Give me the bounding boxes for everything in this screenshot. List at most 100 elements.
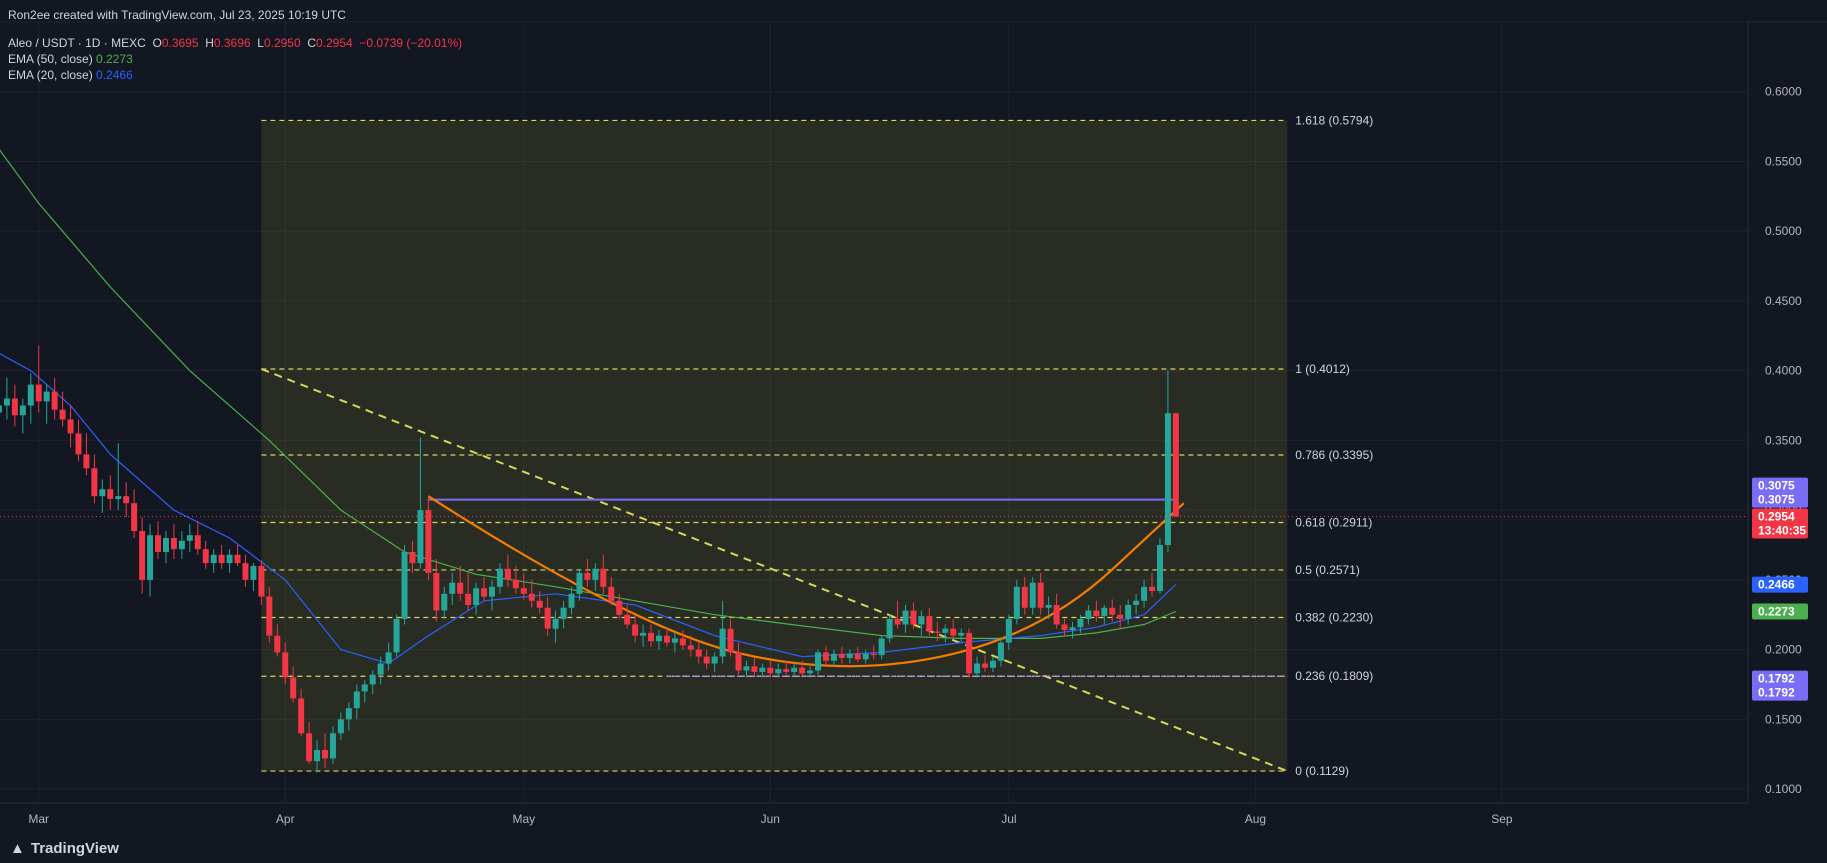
candle-body bbox=[3, 398, 10, 406]
candle-up bbox=[488, 579, 495, 611]
candle-down bbox=[123, 482, 130, 518]
candle-body bbox=[1117, 614, 1124, 619]
candle-down bbox=[306, 722, 313, 764]
candle-up bbox=[401, 544, 408, 625]
candle-down bbox=[1061, 618, 1068, 636]
candle-body bbox=[584, 572, 591, 580]
time-tick-label: May bbox=[512, 812, 535, 826]
candle-body bbox=[846, 653, 853, 658]
candle-body bbox=[679, 638, 686, 646]
candle-up bbox=[791, 663, 798, 678]
tradingview-logo[interactable]: ▲ TradingView bbox=[10, 840, 119, 857]
candle-up bbox=[1029, 577, 1036, 615]
candle-body bbox=[1029, 582, 1036, 608]
candle-body bbox=[1149, 586, 1156, 592]
candle-body bbox=[830, 653, 837, 661]
candle-body bbox=[345, 708, 352, 720]
candle-up bbox=[99, 479, 106, 513]
candle-up bbox=[560, 600, 567, 629]
candle-up bbox=[655, 630, 662, 650]
candle-up bbox=[361, 680, 368, 703]
candle-body bbox=[433, 572, 440, 611]
descending-trendline bbox=[261, 368, 1288, 772]
price-badge-label: 0.1792 bbox=[1758, 672, 1795, 686]
candle-body bbox=[1156, 544, 1163, 592]
candle-body bbox=[775, 669, 782, 674]
candle-down bbox=[194, 521, 201, 555]
fib-level-label: 0.5 (0.2571) bbox=[1295, 563, 1360, 577]
candle-down bbox=[870, 645, 877, 660]
ema20-line bbox=[0, 353, 1177, 665]
candle-body bbox=[950, 628, 957, 636]
candle-down bbox=[783, 660, 790, 677]
candle-body bbox=[186, 535, 193, 541]
candle-body bbox=[942, 628, 949, 633]
candle-down bbox=[131, 489, 138, 539]
candle-body bbox=[512, 579, 519, 589]
candle-body bbox=[616, 600, 623, 615]
tradingview-logo-icon: ▲ bbox=[10, 840, 25, 857]
candle-up bbox=[592, 563, 599, 592]
ema50-label: EMA (50, close) bbox=[8, 52, 93, 66]
candle-down bbox=[298, 688, 305, 737]
candle-down bbox=[91, 454, 98, 504]
price-tick-label: 0.1500 bbox=[1765, 712, 1802, 726]
candle-body bbox=[218, 554, 225, 564]
candle-up bbox=[1133, 593, 1140, 615]
low-label: L bbox=[257, 36, 264, 50]
candle-body bbox=[258, 565, 265, 597]
candle-up bbox=[759, 663, 766, 678]
candle-down bbox=[894, 600, 901, 629]
ema20-value: 0.2466 bbox=[96, 68, 133, 82]
candle-body bbox=[481, 588, 488, 597]
price-tick-label: 0.1000 bbox=[1765, 782, 1802, 796]
candle-down bbox=[727, 618, 734, 657]
candle-down bbox=[1149, 572, 1156, 597]
fib-level-label: 0.786 (0.3395) bbox=[1295, 448, 1373, 462]
candle-up bbox=[640, 624, 647, 647]
candle-body bbox=[862, 653, 869, 660]
price-tick-label: 0.3500 bbox=[1765, 433, 1802, 447]
time-tick-label: Aug bbox=[1245, 812, 1266, 826]
candle-body bbox=[282, 652, 289, 678]
fib-level-label: 0.236 (0.1809) bbox=[1295, 669, 1373, 683]
price-badge-label: 0.1792 bbox=[1758, 686, 1795, 700]
candle-body bbox=[735, 652, 742, 671]
candle-body bbox=[1005, 618, 1012, 643]
candle-up bbox=[449, 572, 456, 605]
ema20-legend[interactable]: EMA (20, close) 0.2466 bbox=[8, 68, 133, 82]
candle-body bbox=[568, 593, 575, 608]
candle-up bbox=[989, 656, 996, 672]
symbol-label[interactable]: Aleo / USDT · 1D · MEXC bbox=[8, 36, 146, 50]
close-label: C bbox=[307, 36, 316, 50]
candle-up bbox=[115, 443, 122, 511]
candle-down bbox=[155, 521, 162, 559]
candle-body bbox=[155, 535, 162, 552]
candle-up bbox=[1069, 621, 1076, 639]
candle-body bbox=[329, 733, 336, 759]
candle-body bbox=[791, 667, 798, 672]
candle-body bbox=[314, 750, 321, 762]
candle-body bbox=[377, 663, 384, 675]
candle-down bbox=[457, 565, 464, 601]
candle-up bbox=[918, 610, 925, 636]
candle-down bbox=[687, 635, 694, 657]
candle-body bbox=[910, 610, 917, 625]
candle-body bbox=[989, 660, 996, 668]
ema50-legend[interactable]: EMA (50, close) 0.2273 bbox=[8, 52, 133, 66]
candle-body bbox=[170, 538, 177, 550]
candle-up bbox=[1125, 599, 1132, 625]
candle-body bbox=[504, 568, 511, 580]
fib-level-label: 1 (0.4012) bbox=[1295, 362, 1350, 376]
ohlc-legend: Aleo / USDT · 1D · MEXC O0.3695 H0.3696 … bbox=[8, 36, 462, 50]
candle-body bbox=[719, 628, 726, 657]
candle-body bbox=[1125, 604, 1132, 619]
candle-body bbox=[743, 666, 750, 671]
time-tick-label: Sep bbox=[1491, 812, 1513, 826]
candle-body bbox=[27, 384, 34, 406]
candle-down bbox=[663, 627, 670, 647]
candle-down bbox=[234, 544, 241, 566]
candle-up bbox=[1085, 604, 1092, 625]
